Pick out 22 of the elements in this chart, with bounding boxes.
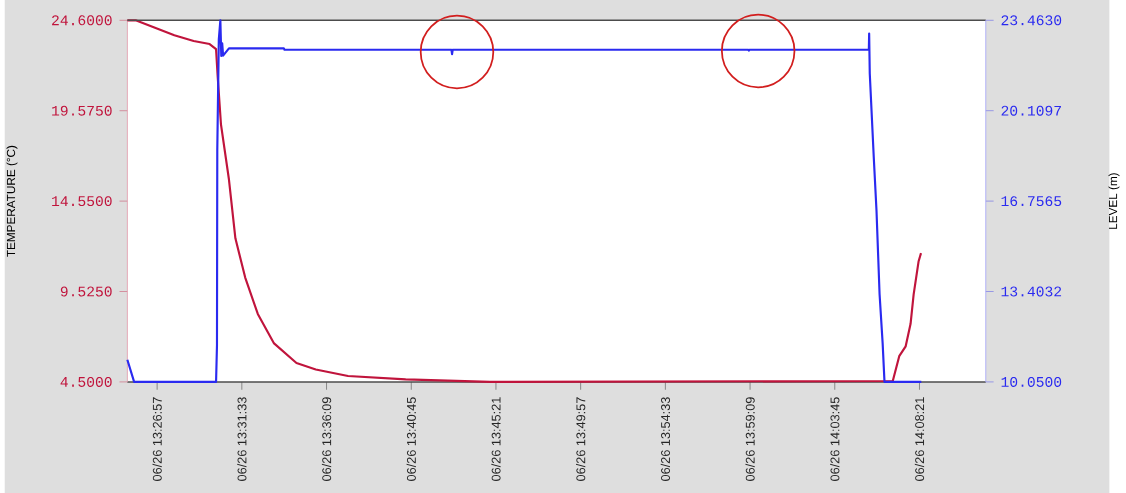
y2-tick-label: 20.1097 <box>1001 105 1061 116</box>
y2-tick-label: 10.0500 <box>1001 376 1062 387</box>
x-tick-label: 06/26 13:49:57 <box>576 397 586 481</box>
y-tick-label: 19.5750 <box>52 105 112 116</box>
x-tick-label: 06/26 13:31:33 <box>237 397 247 481</box>
x-tick-label: 06/26 13:45:21 <box>491 397 501 481</box>
y2-tick-label: 13.4032 <box>1001 286 1062 297</box>
y2-tick-label: 23.4630 <box>1001 15 1062 26</box>
y-tick-label: 14.5500 <box>52 195 112 206</box>
y2-tick-label: 16.7565 <box>1001 195 1062 206</box>
x-tick-label: 06/26 13:36:09 <box>321 397 332 481</box>
y-tick-label: 9.5250 <box>60 286 112 297</box>
y-axis-title: TEMPERATURE (°C) <box>6 145 18 257</box>
y-tick-label: 24.6000 <box>52 15 112 26</box>
x-tick-label: 06/26 13:59:09 <box>745 397 755 481</box>
y2-axis-title: LEVEL (m) <box>1108 172 1120 229</box>
x-tick-label: 06/26 13:54:33 <box>660 397 671 481</box>
x-tick-label: 06/26 13:26:57 <box>152 397 162 481</box>
x-tick-label: 06/26 14:08:21 <box>914 397 925 481</box>
y-tick-label: 4.5000 <box>60 376 112 387</box>
x-tick-label: 06/26 14:03:45 <box>830 397 840 481</box>
x-tick-label: 06/26 13:40:45 <box>406 397 416 481</box>
